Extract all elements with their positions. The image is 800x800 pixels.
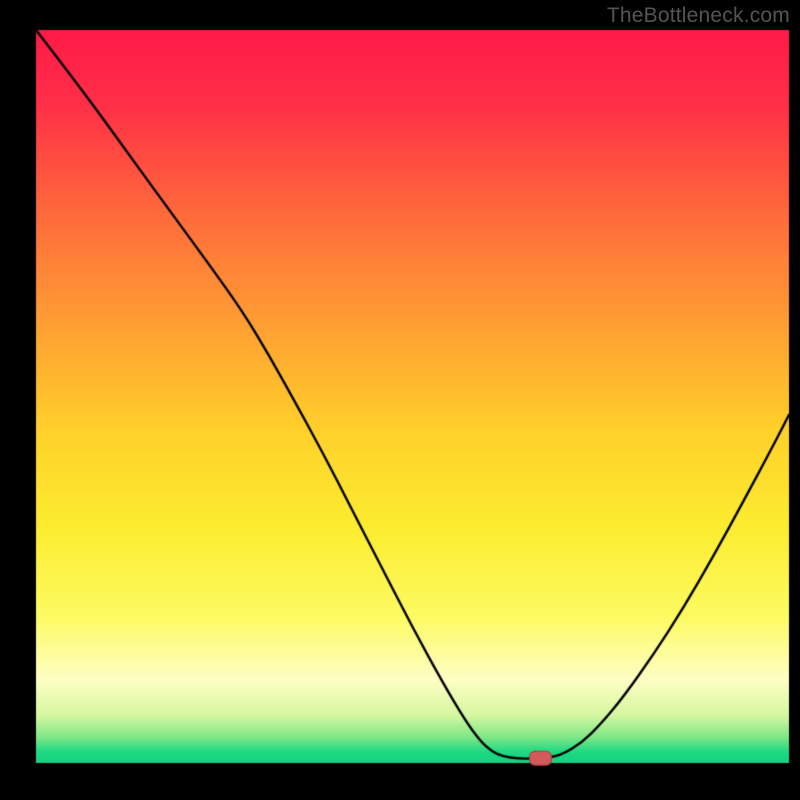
chart-wrapper: TheBottleneck.com (0, 0, 800, 800)
watermark-text: TheBottleneck.com (607, 4, 790, 28)
bottleneck-curve-chart (0, 0, 800, 800)
